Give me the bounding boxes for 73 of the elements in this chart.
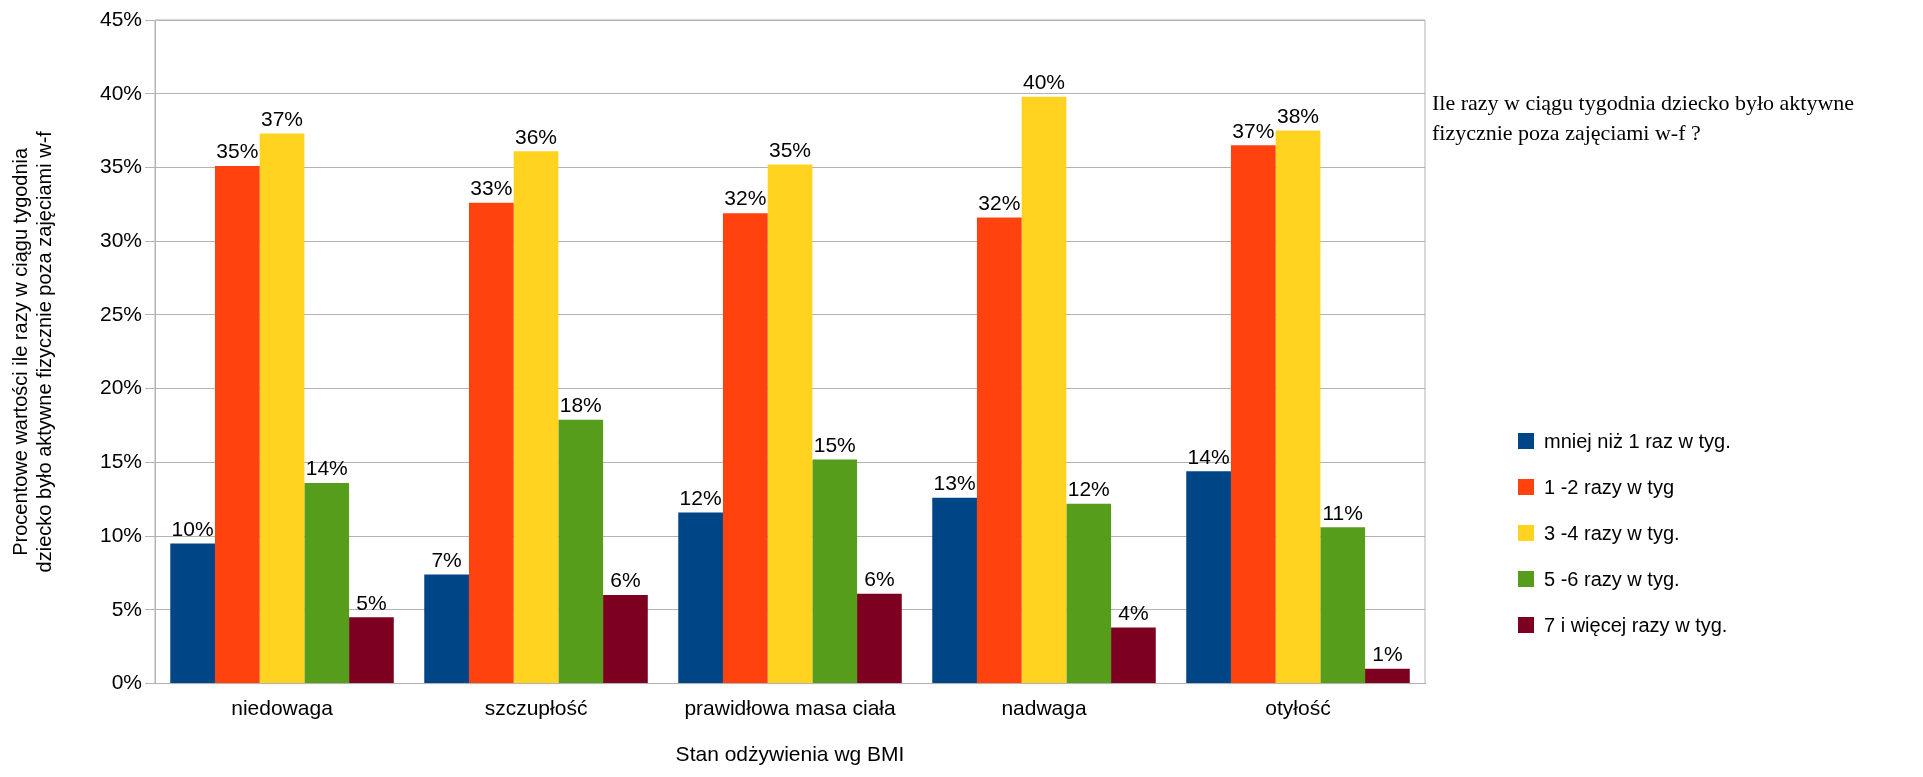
data-label: 13%: [933, 471, 976, 495]
data-label: 15%: [813, 432, 856, 456]
bar: [214, 165, 260, 684]
data-label: 32%: [724, 186, 767, 210]
data-label: 33%: [470, 176, 513, 200]
data-label: 12%: [679, 485, 722, 509]
x-tick-label: niedowaga: [231, 696, 334, 719]
data-label: 12%: [1067, 476, 1110, 500]
data-label: 32%: [978, 190, 1021, 214]
data-label: 14%: [1187, 444, 1230, 468]
bar: [722, 213, 768, 684]
x-axis-title: Stan odżywienia wg BMI: [675, 742, 905, 766]
bar: [932, 497, 977, 684]
legend-label: 3 -4 razy w tyg.: [1544, 521, 1680, 545]
legend-label: mniej niż 1 raz w tyg.: [1544, 429, 1731, 453]
data-label: 4%: [1118, 600, 1149, 624]
data-label: 6%: [864, 566, 895, 590]
bar: [1230, 145, 1276, 684]
bar: [1111, 627, 1156, 684]
data-label: 18%: [559, 392, 602, 416]
data-label: 6%: [610, 568, 641, 592]
y-tick-label: 35%: [100, 154, 143, 178]
y-tick-label: 30%: [100, 228, 143, 251]
bar: [558, 419, 604, 684]
y-tick-label: 25%: [100, 301, 143, 325]
legend-label: 1 -2 razy w tyg: [1544, 475, 1675, 499]
bar: [857, 593, 902, 684]
x-tick-label: szczupłość: [484, 696, 588, 719]
data-label: 37%: [261, 106, 304, 130]
x-tick-label: otyłość: [1265, 696, 1331, 719]
bar: [1275, 130, 1321, 684]
y-axis-title: Procentowe wartości ile razy w ciągu tygodnia dziecko było aktywne fizycznie poza zajęciami w-f: [8, 130, 55, 573]
bar: [767, 164, 813, 684]
data-label: 36%: [515, 124, 558, 148]
bar: [976, 217, 1022, 684]
bar: [304, 483, 350, 684]
bar: [1365, 668, 1410, 684]
bar: [170, 543, 215, 684]
bar: [424, 574, 469, 684]
bar: [349, 617, 394, 684]
bar: [468, 202, 514, 684]
data-label: 11%: [1322, 500, 1363, 524]
bar: [1021, 96, 1067, 684]
y-tick-label: 40%: [100, 80, 143, 104]
legend-label: 7 i więcej razy w tyg.: [1544, 613, 1728, 637]
text: Ile razy w ciągu tygodnia dziecko było aktywne fizycznie poza zajęciami w-f ?: [1432, 89, 1856, 147]
bar: [1066, 503, 1112, 684]
bar: [1320, 527, 1366, 684]
bar: [678, 512, 723, 684]
data-label: 35%: [769, 137, 812, 161]
bar: [1186, 471, 1231, 684]
y-tick-label: 5%: [111, 596, 143, 620]
data-label: 10%: [171, 516, 214, 540]
data-label: 40%: [1022, 69, 1066, 93]
bar: [812, 459, 858, 684]
data-label: 37%: [1232, 118, 1275, 142]
bar: [259, 133, 305, 684]
y-tick-label: 20%: [100, 375, 143, 399]
y-tick-label: 0%: [111, 670, 143, 694]
x-tick-label: prawidłowa masa ciała: [684, 696, 896, 719]
bar: [603, 595, 648, 684]
bar: [513, 151, 559, 684]
data-label: 35%: [216, 139, 259, 163]
y-tick-label: 10%: [100, 522, 143, 546]
y-tick-label: 45%: [100, 6, 143, 30]
data-label: 14%: [305, 456, 348, 480]
data-label: 5%: [356, 590, 387, 614]
x-tick-label: nadwaga: [1001, 696, 1087, 719]
data-label: 1%: [1372, 642, 1403, 666]
legend-label: 5 -6 razy w tyg.: [1544, 567, 1680, 591]
data-label: 38%: [1276, 103, 1320, 127]
data-label: 7%: [431, 547, 462, 571]
y-tick-label: 15%: [100, 449, 143, 473]
